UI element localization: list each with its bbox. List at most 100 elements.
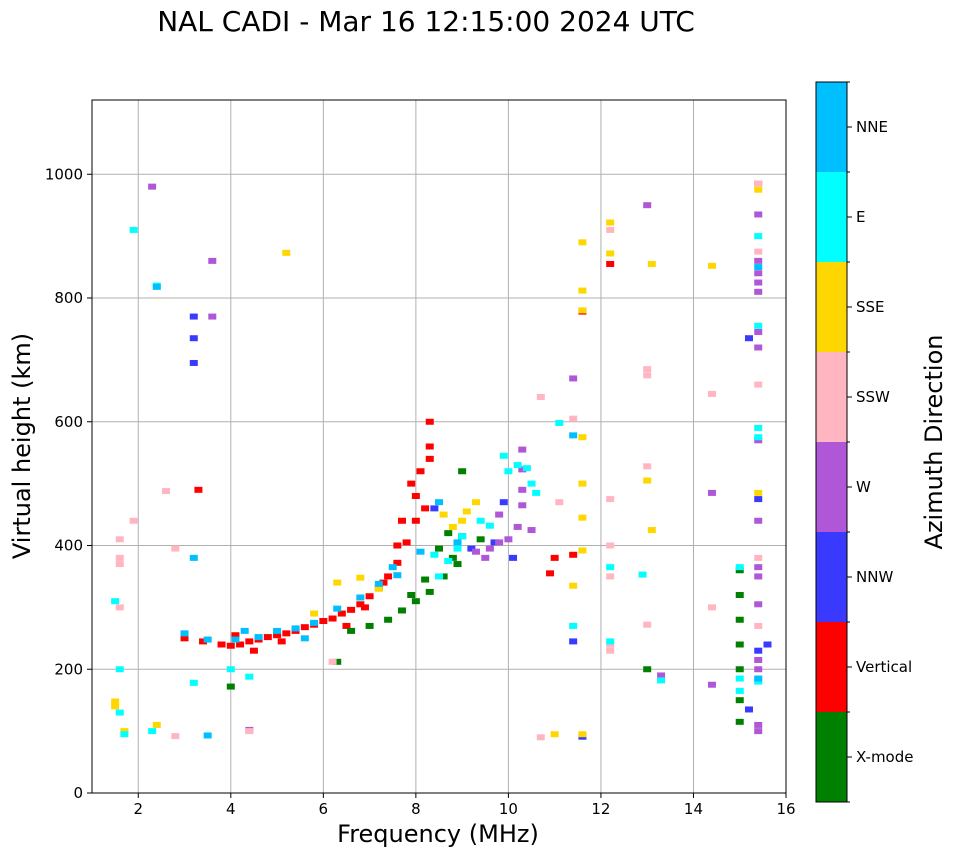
- data-point-w: [513, 523, 522, 530]
- data-point-nne: [291, 625, 300, 632]
- data-point-ssw: [536, 394, 545, 400]
- data-point-nne: [300, 635, 309, 642]
- x-tick-label: 2: [133, 800, 143, 818]
- data-point-x-mode: [407, 592, 416, 598]
- data-point-w: [527, 527, 536, 534]
- x-tick-label: 12: [591, 800, 610, 818]
- data-point-sse: [152, 721, 161, 728]
- data-point-e: [754, 678, 763, 685]
- data-point-x-mode: [444, 530, 453, 537]
- data-point-nne: [393, 572, 402, 579]
- data-point-vertical: [421, 505, 430, 512]
- data-point-sse: [356, 574, 365, 581]
- data-point-nne: [203, 636, 212, 643]
- data-point-e: [444, 557, 453, 564]
- data-point-x-mode: [735, 641, 744, 648]
- data-point-vertical: [411, 493, 420, 499]
- colorbar-label-w: W: [856, 478, 871, 496]
- colorbar-segment: [816, 622, 847, 712]
- data-point-w: [472, 548, 481, 555]
- data-point-vertical: [356, 601, 365, 608]
- data-point-x-mode: [448, 554, 457, 561]
- data-point-nnw: [744, 706, 753, 713]
- data-point-x-mode: [347, 627, 356, 634]
- data-point-nnw: [744, 335, 753, 342]
- data-point-vertical: [319, 617, 328, 624]
- data-point-vertical: [236, 641, 245, 648]
- data-point-sse: [282, 249, 291, 256]
- data-point-w: [754, 279, 763, 286]
- data-point-w: [754, 721, 763, 728]
- data-point-nne: [189, 554, 198, 561]
- data-point-sse: [439, 511, 448, 518]
- data-point-vertical: [337, 610, 346, 617]
- colorbar-segment: [816, 352, 847, 442]
- data-point-w: [518, 466, 527, 473]
- data-point-nne: [388, 564, 397, 571]
- azimuth-colorbar: X-mode Vertical NNW W SSW SSE E NNE: [815, 81, 913, 803]
- chart-title: NAL CADI - Mar 16 12:15:00 2024 UTC: [157, 5, 695, 38]
- data-point-ssw: [328, 658, 337, 665]
- data-point-sse: [578, 547, 587, 554]
- colorbar-label-sse: SSE: [856, 298, 885, 316]
- data-point-sse: [458, 517, 467, 524]
- data-point-w: [754, 211, 763, 218]
- data-point-nne: [356, 594, 365, 601]
- data-point-nne: [435, 499, 443, 506]
- data-point-w: [754, 728, 763, 735]
- data-point-ssw: [606, 496, 615, 503]
- data-point-ssw: [129, 517, 138, 524]
- data-point-e: [569, 622, 578, 629]
- data-point-vertical: [425, 418, 434, 425]
- data-point-x-mode: [735, 567, 744, 574]
- data-point-vertical: [407, 480, 416, 487]
- data-point-e: [513, 462, 522, 469]
- colorbar-segment: [816, 532, 847, 622]
- y-axis-label: Virtual height (km): [8, 333, 36, 559]
- data-point-nnw: [569, 638, 578, 645]
- data-point-w: [518, 502, 527, 509]
- data-point-e: [430, 551, 439, 558]
- data-point-e: [189, 679, 198, 686]
- data-point-x-mode: [365, 622, 374, 629]
- data-point-x-mode: [226, 683, 235, 690]
- data-point-ssw: [754, 554, 763, 561]
- colorbar-label-nne: NNE: [856, 118, 888, 136]
- data-point-ssw: [707, 390, 716, 397]
- data-point-vertical: [282, 630, 291, 637]
- data-point-e: [453, 545, 462, 552]
- data-point-vertical: [342, 622, 351, 629]
- data-point-e: [115, 709, 124, 716]
- data-point-nne: [152, 283, 161, 290]
- data-point-vertical: [425, 443, 434, 450]
- data-point-sse: [111, 703, 120, 710]
- data-point-sse: [462, 508, 471, 515]
- data-point-e: [245, 673, 254, 680]
- data-point-ssw: [115, 561, 124, 568]
- data-point-sse: [754, 489, 763, 496]
- data-point-ssw: [606, 573, 615, 580]
- data-point-e: [148, 728, 157, 735]
- data-point-nnw: [189, 335, 198, 342]
- data-point-sse: [333, 579, 342, 586]
- data-point-x-mode: [425, 588, 434, 595]
- data-point-sse: [578, 514, 587, 521]
- data-point-sse: [310, 610, 319, 617]
- data-point-vertical: [384, 573, 393, 580]
- data-point-sse: [578, 434, 587, 441]
- data-point-w: [754, 270, 763, 277]
- data-point-w: [754, 329, 763, 336]
- data-point-sse: [111, 698, 120, 705]
- data-point-ssw: [754, 622, 763, 629]
- data-point-e: [754, 424, 763, 431]
- data-point-vertical: [199, 638, 208, 645]
- data-point-vertical: [300, 624, 309, 631]
- data-point-e: [555, 419, 564, 426]
- data-point-x-mode: [333, 658, 342, 665]
- data-point-e: [606, 564, 615, 571]
- data-point-vertical: [397, 517, 406, 524]
- data-point-vertical: [365, 593, 374, 600]
- x-axis-ticks: 2 4 6 8 10 12 14 16: [133, 793, 796, 818]
- colorbar-label-ssw: SSW: [856, 388, 890, 406]
- data-point-e: [129, 226, 138, 233]
